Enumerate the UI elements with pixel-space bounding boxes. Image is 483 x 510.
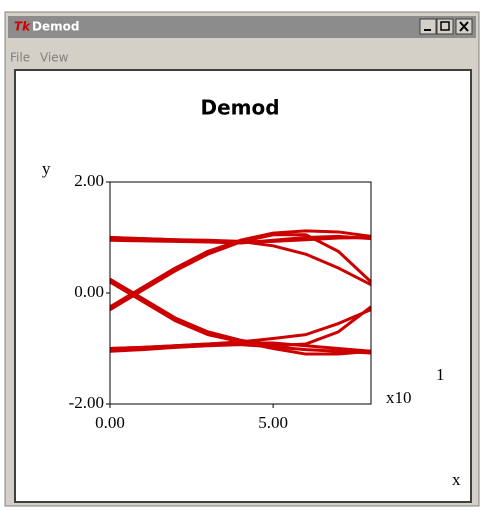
menu-file[interactable]: File bbox=[10, 51, 30, 65]
y-tick-label: 2.00 bbox=[74, 171, 104, 190]
minimize-button[interactable] bbox=[419, 18, 437, 35]
y-axis-label: y bbox=[42, 159, 51, 178]
y-tick-label: -2.00 bbox=[69, 393, 104, 412]
maximize-icon bbox=[440, 21, 450, 31]
trace bbox=[109, 277, 372, 348]
window-buttons bbox=[419, 18, 473, 35]
title-bar bbox=[8, 16, 476, 38]
chart-title: Demod bbox=[200, 96, 279, 120]
x-tick-label: 0.00 bbox=[95, 413, 125, 432]
tk-icon: Tk bbox=[14, 20, 31, 34]
menu-view[interactable]: View bbox=[40, 51, 69, 65]
close-icon bbox=[459, 21, 469, 32]
client-area bbox=[14, 69, 472, 503]
trace bbox=[109, 308, 372, 350]
window-title: Demod bbox=[32, 20, 79, 34]
trace bbox=[109, 236, 372, 287]
x-tick-label: 5.00 bbox=[258, 413, 288, 432]
y-tick-label: 0.00 bbox=[74, 282, 104, 301]
x-scale-exponent: 1 bbox=[436, 365, 445, 384]
plot bbox=[109, 229, 373, 356]
x-scale-label: x10 bbox=[386, 388, 412, 407]
x-axis-label: x bbox=[452, 470, 461, 489]
trace bbox=[109, 343, 372, 355]
